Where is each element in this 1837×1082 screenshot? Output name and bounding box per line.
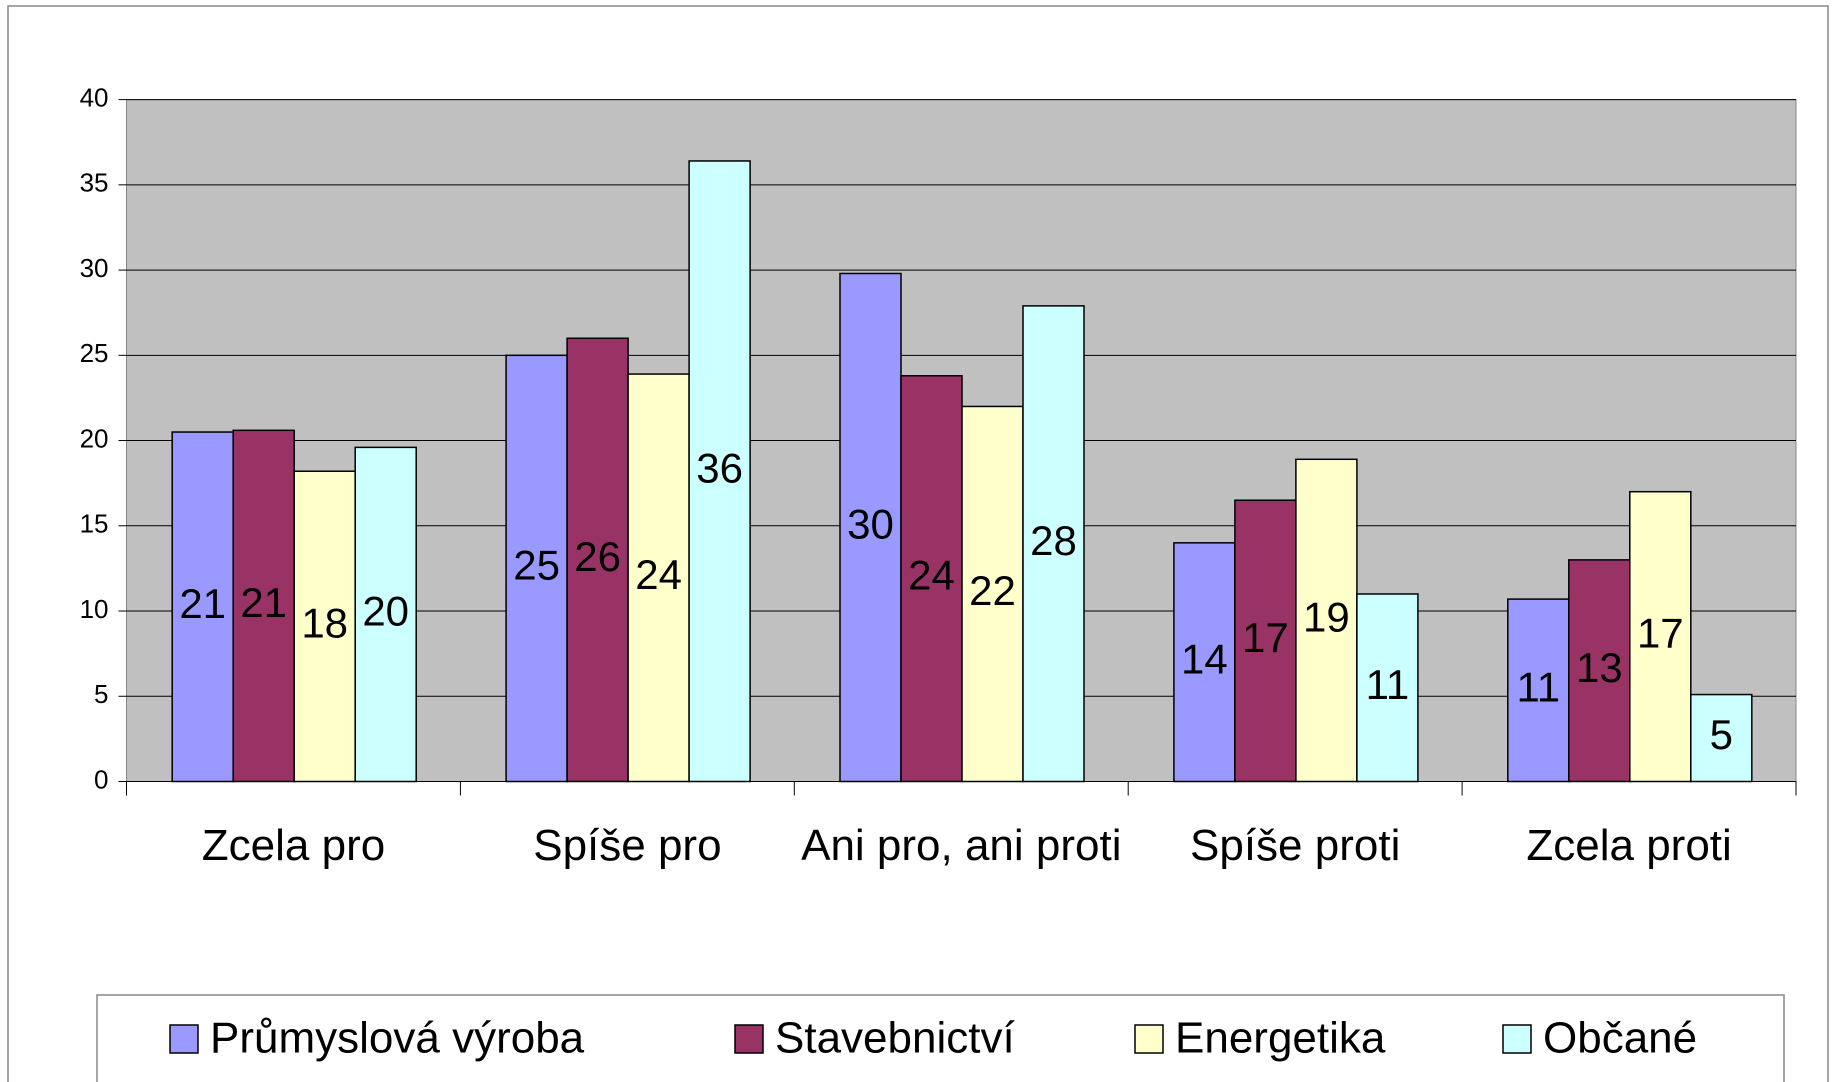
legend-label: Občané: [1543, 1014, 1697, 1063]
legend-marker: [734, 1024, 764, 1054]
data-label: 14: [1181, 635, 1228, 682]
y-tick-label: 5: [94, 679, 108, 709]
y-tick-label: 40: [80, 82, 109, 112]
data-label: 17: [1637, 610, 1684, 657]
data-label: 24: [635, 551, 682, 598]
bar: [1356, 593, 1419, 783]
bar: [900, 375, 963, 783]
y-tick-label: 10: [80, 594, 109, 624]
bar: [566, 337, 629, 783]
bar: [354, 446, 417, 783]
data-label: 28: [1030, 517, 1077, 564]
bar: [505, 354, 568, 783]
data-label: 20: [362, 588, 409, 635]
bar: [1234, 499, 1297, 783]
legend-marker: [169, 1024, 199, 1054]
x-tick-label: Zcela pro: [201, 821, 386, 870]
data-label: 19: [1303, 593, 1350, 640]
y-tick-label: 30: [80, 253, 109, 283]
data-label: 25: [513, 542, 560, 589]
bar: [1173, 542, 1236, 783]
data-label: 26: [574, 533, 621, 580]
bar: [232, 429, 295, 783]
data-label: 17: [1242, 614, 1289, 661]
bar: [1690, 693, 1753, 783]
data-label: 24: [908, 552, 955, 599]
bar: [1629, 490, 1692, 783]
data-label: 5: [1710, 711, 1733, 758]
bar: [1568, 559, 1631, 783]
legend-label: Energetika: [1175, 1014, 1386, 1063]
legend-marker: [1134, 1024, 1164, 1054]
x-tick-label: Spíše pro: [533, 821, 722, 870]
legend-marker: [1502, 1024, 1532, 1054]
y-tick-label: 20: [80, 423, 109, 453]
x-tick-label: Ani pro, ani proti: [801, 821, 1122, 870]
bar: [627, 373, 690, 783]
bar: [1022, 305, 1085, 783]
y-tick-label: 15: [80, 509, 109, 539]
data-label: 36: [696, 444, 743, 491]
data-label: 21: [240, 579, 287, 626]
bar: [1295, 458, 1358, 783]
y-tick-label: 25: [80, 338, 109, 368]
x-tick-label: Spíše proti: [1190, 821, 1401, 870]
data-label: 11: [1516, 663, 1560, 710]
data-label: 30: [847, 501, 894, 548]
data-label: 13: [1576, 644, 1623, 691]
bar: [839, 272, 902, 783]
data-label: 22: [969, 567, 1016, 614]
data-label: 11: [1366, 661, 1410, 708]
legend-label: Stavebnictví: [775, 1014, 1015, 1063]
bar: [688, 160, 751, 783]
x-tick-label: Zcela proti: [1526, 821, 1732, 870]
data-label: 21: [179, 580, 226, 627]
y-tick-label: 0: [94, 764, 108, 794]
legend-label: Průmyslová výroba: [210, 1014, 585, 1063]
bar: [1507, 598, 1570, 783]
data-label: 18: [301, 599, 348, 646]
y-tick-label: 35: [80, 168, 109, 198]
